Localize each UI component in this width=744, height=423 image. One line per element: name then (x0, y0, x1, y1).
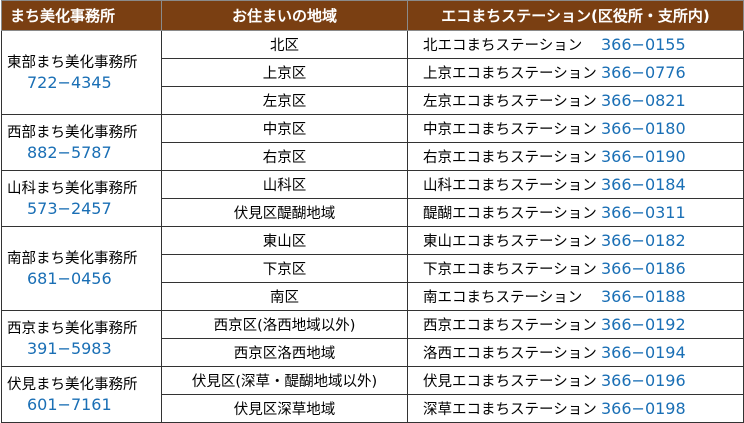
station-cell: 左京エコまちステーション 366−0821 (407, 86, 744, 115)
station-phone: 366−0198 (601, 399, 686, 418)
area-cell: 山科区 (161, 170, 408, 199)
table-row: 南部まち美化事務所 681−0456 東山区 東山エコまちステーション 366−0182 (1, 226, 744, 311)
station-cell: 下京エコまちステーション 366−0186 (407, 254, 744, 283)
table-row: 西部まち美化事務所 882−5787 中京区 中京エコまちステーション 366−0180 (1, 114, 744, 171)
office-phone: 722−4345 (27, 72, 112, 92)
header-area: お住まいの地域 (161, 0, 408, 31)
office-cell: 南部まち美化事務所 681−0456 (1, 226, 162, 311)
station-name: 西京エコまちステーション (423, 318, 597, 334)
station-name: 中京エコまちステーション (423, 122, 597, 138)
station-name: 上京エコまちステーション (423, 66, 597, 82)
area-cell: 西京区(洛西地域以外) (161, 310, 408, 339)
station-phone: 366−0190 (601, 147, 686, 166)
area-cell: 東山区 (161, 226, 408, 255)
station-phone: 366−0155 (601, 35, 686, 54)
station-name: 北エコまちステーション (423, 38, 583, 54)
station-cell: 南エコまちステーション 366−0188 (407, 282, 744, 311)
office-phone: 391−5983 (27, 338, 112, 358)
station-phone: 366−0184 (601, 175, 686, 194)
station-name: 東山エコまちステーション (423, 234, 597, 250)
station-phone: 366−0192 (601, 315, 686, 334)
office-cell: 伏見まち美化事務所 601−7161 (1, 366, 162, 423)
station-cell: 中京エコまちステーション 366−0180 (407, 114, 744, 143)
area-cell: 中京区 (161, 114, 408, 143)
table-row: 山科まち美化事務所 573−2457 山科区 山科エコまちステーション 366−0184 (1, 170, 744, 227)
station-name: 醍醐エコまちステーション (423, 206, 597, 222)
station-name: 山科エコまちステーション (423, 178, 597, 194)
station-phone: 366−0180 (601, 119, 686, 138)
table-row: 伏見まち美化事務所 601−7161 伏見区(深草・醍醐地域以外) 伏見エコまちステー… (1, 366, 744, 423)
station-phone: 366−0194 (601, 343, 686, 362)
table-row: 左京区 左京エコまちステーション 366−0821 (2, 86, 744, 115)
station-cell: 西京エコまちステーション 366−0192 (407, 310, 744, 339)
office-name: 伏見まち美化事務所 (7, 376, 138, 393)
office-name: 山科まち美化事務所 (7, 180, 138, 197)
station-phone: 366−0196 (601, 371, 686, 390)
header-row: まち美化事務所 お住まいの地域 エコまちステーション(区役所・支所内) (1, 0, 744, 31)
station-name: 深草エコまちステーション (423, 402, 597, 418)
office-phone: 573−2457 (27, 198, 112, 218)
area-cell: 西京区洛西地域 (161, 338, 408, 367)
area-cell: 伏見区醍醐地域 (161, 198, 408, 227)
table-row: 右京区 右京エコまちステーション 366−0190 (2, 142, 744, 171)
station-phone: 366−0311 (601, 203, 686, 222)
station-cell: 洛西エコまちステーション 366−0194 (407, 338, 744, 367)
station-phone: 366−0188 (601, 287, 686, 306)
area-cell: 左京区 (161, 86, 408, 115)
station-cell: 右京エコまちステーション 366−0190 (407, 142, 744, 171)
station-cell: 北エコまちステーション 366−0155 (407, 30, 744, 59)
office-cell: 西部まち美化事務所 882−5787 (1, 114, 162, 171)
office-cell: 山科まち美化事務所 573−2457 (1, 170, 162, 227)
office-phone: 882−5787 (27, 142, 112, 162)
station-name: 右京エコまちステーション (423, 150, 597, 166)
station-phone: 366−0821 (601, 91, 686, 110)
table-row: 東部まち美化事務所 722−4345 北区 北エコまちステーション 366−0155 (1, 30, 744, 115)
station-name: 左京エコまちステーション (423, 94, 597, 110)
area-cell: 上京区 (161, 58, 408, 87)
table-row: 西京区洛西地域 洛西エコまちステーション 366−0194 (2, 338, 744, 367)
area-cell: 右京区 (161, 142, 408, 171)
table-row: 上京区 上京エコまちステーション 366−0776 (2, 58, 744, 87)
area-cell: 南区 (161, 282, 408, 311)
station-cell: 醍醐エコまちステーション 366−0311 (407, 198, 744, 227)
area-cell: 北区 (161, 30, 408, 59)
station-phone: 366−0182 (601, 231, 686, 250)
table-row: 下京区 下京エコまちステーション 366−0186 (2, 254, 744, 283)
station-phone: 366−0186 (601, 259, 686, 278)
station-name: 南エコまちステーション (423, 290, 583, 306)
station-phone: 366−0776 (601, 63, 686, 82)
header-office: まち美化事務所 (1, 0, 162, 31)
table-row: 伏見区深草地域 深草エコまちステーション 366−0198 (2, 394, 744, 423)
station-name: 伏見エコまちステーション (423, 374, 597, 390)
office-cell: 東部まち美化事務所 722−4345 (1, 30, 162, 115)
station-cell: 深草エコまちステーション 366−0198 (407, 394, 744, 423)
table-row: 西京まち美化事務所 391−5983 西京区(洛西地域以外) 西京エコまちステーション… (1, 310, 744, 367)
station-name: 洛西エコまちステーション (423, 346, 597, 362)
station-name: 下京エコまちステーション (423, 262, 597, 278)
station-cell: 山科エコまちステーション 366−0184 (407, 170, 744, 199)
office-name: 西京まち美化事務所 (7, 320, 138, 337)
station-cell: 東山エコまちステーション 366−0182 (407, 226, 744, 255)
table-row: 伏見区醍醐地域 醍醐エコまちステーション 366−0311 (2, 198, 744, 227)
station-cell: 伏見エコまちステーション 366−0196 (407, 366, 744, 395)
header-station: エコまちステーション(区役所・支所内) (407, 0, 744, 31)
office-name: 南部まち美化事務所 (7, 250, 138, 267)
office-cell: 西京まち美化事務所 391−5983 (1, 310, 162, 367)
table-row: 南区 南エコまちステーション 366−0188 (2, 282, 744, 311)
area-cell: 下京区 (161, 254, 408, 283)
table-body: 東部まち美化事務所 722−4345 北区 北エコまちステーション 366−0155 上京… (1, 30, 744, 423)
office-phone: 681−0456 (27, 268, 112, 288)
station-cell: 上京エコまちステーション 366−0776 (407, 58, 744, 87)
office-name: 東部まち美化事務所 (7, 54, 138, 71)
office-phone: 601−7161 (27, 394, 112, 414)
office-name: 西部まち美化事務所 (7, 124, 138, 141)
area-cell: 伏見区深草地域 (161, 394, 408, 423)
area-cell: 伏見区(深草・醍醐地域以外) (161, 366, 408, 395)
